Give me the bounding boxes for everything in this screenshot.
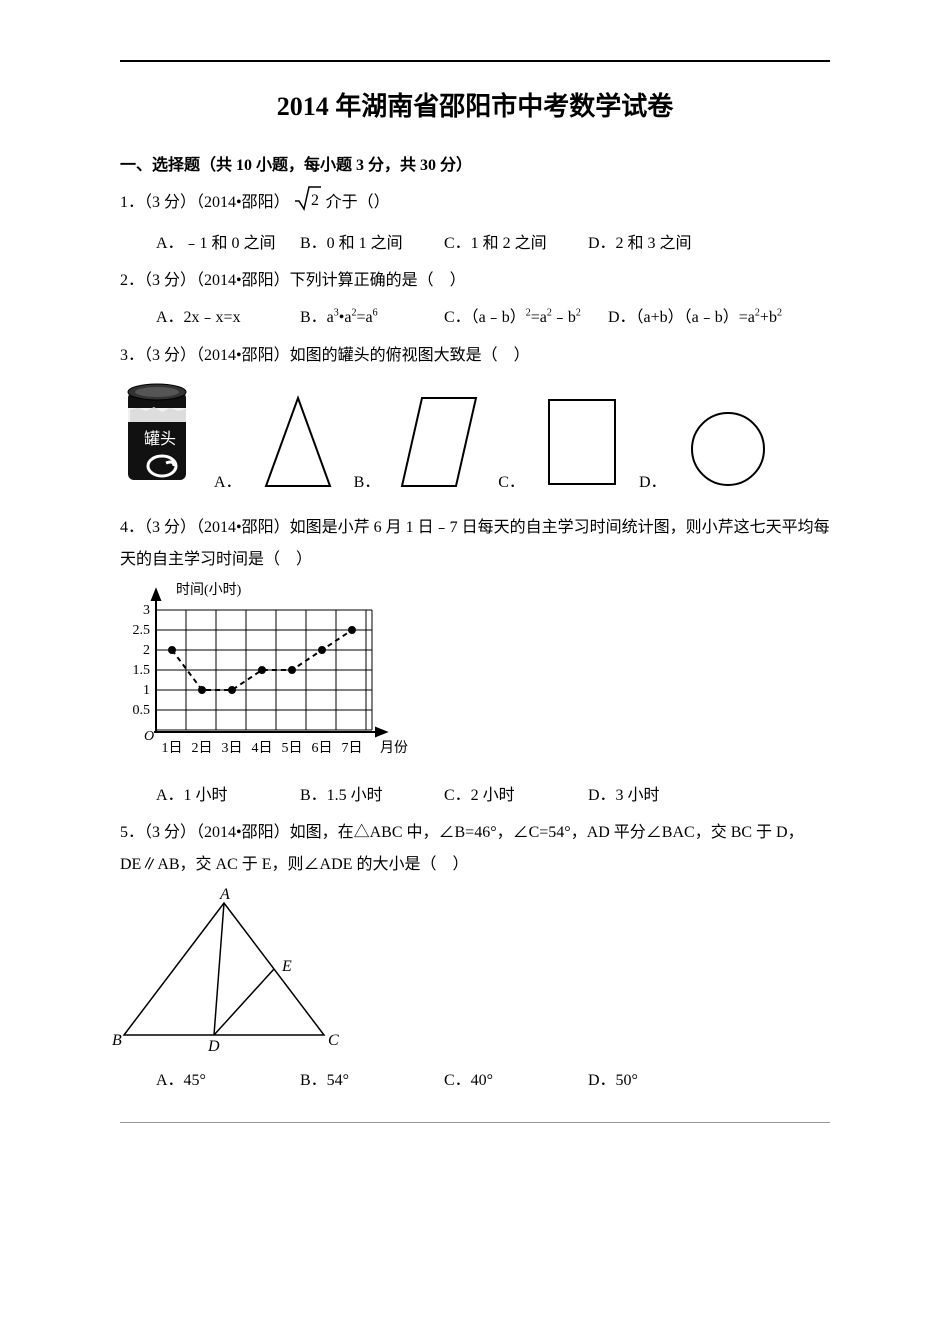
q5-choice-d: D．50° (588, 1066, 728, 1096)
q2-stem: 2．（3 分）（2014•邵阳）下列计算正确的是（ ） (120, 265, 830, 297)
q1-choice-b: B．0 和 1 之间 (300, 229, 440, 259)
q2-choice-b: B．a3•a2=a6 (300, 303, 440, 333)
sqrt-val: 2 (311, 192, 319, 209)
q4-ylabel: 时间(小时) (176, 582, 242, 598)
q3-figures: 罐头 A． B． C． D． (120, 380, 830, 492)
svg-text:3: 3 (143, 603, 150, 618)
svg-text:E: E (281, 958, 292, 975)
q4-choices: A．1 小时 B．1.5 小时 C．2 小时 D．3 小时 (156, 781, 830, 811)
svg-text:2.5: 2.5 (133, 623, 151, 638)
q5-choice-c: C．40° (444, 1066, 584, 1096)
q1-choices: A．﹣1 和 0 之间 B．0 和 1 之间 C．1 和 2 之间 D．2 和 … (156, 229, 830, 259)
q1-choice-c: C．1 和 2 之间 (444, 229, 584, 259)
svg-text:C: C (328, 1032, 339, 1049)
paper-title: 2014 年湖南省邵阳市中考数学试卷 (120, 86, 830, 123)
q3-a-label: A． (214, 468, 242, 492)
q4-origin: O (144, 729, 154, 744)
square-icon (543, 392, 621, 492)
svg-text:B: B (112, 1032, 122, 1049)
q4-xlabel: 月份 (380, 740, 408, 756)
q1-choice-d: D．2 和 3 之间 (588, 229, 728, 259)
q2-choice-d: D．（a+b）（a﹣b）=a2+b2 (608, 303, 782, 333)
exam-page: 2014 年湖南省邵阳市中考数学试卷 一、选择题（共 10 小题，每小题 3 分… (0, 0, 950, 1143)
q4-choice-c: C．2 小时 (444, 781, 584, 811)
q4-chart: 时间(小时) 3 2.5 2 1.5 1 0.5 O 1日 2日 3日 4日 5… (120, 580, 830, 775)
q5-choice-a: A．45° (156, 1066, 296, 1096)
svg-text:1: 1 (143, 683, 150, 698)
svg-text:D: D (207, 1038, 220, 1055)
svg-text:6日: 6日 (312, 741, 333, 756)
q2-choice-a: A．2x﹣x=x (156, 303, 296, 333)
svg-text:2日: 2日 (192, 741, 213, 756)
q5-stem: 5．（3 分）（2014•邵阳）如图，在△ABC 中，∠B=46°，∠C=54°… (120, 817, 830, 881)
q5-choice-b: B．54° (300, 1066, 440, 1096)
q5-figure: A B C D E (104, 885, 830, 1060)
q2-choice-c: C．（a﹣b）2=a2﹣b2 (444, 303, 604, 333)
q3-b-label: B． (354, 468, 381, 492)
q4-stem: 4．（3 分）（2014•邵阳）如图是小芹 6 月 1 日﹣7 日每天的自主学习… (120, 512, 830, 576)
top-rule (120, 60, 830, 62)
svg-text:4日: 4日 (252, 741, 273, 756)
q4-choice-d: D．3 小时 (588, 781, 728, 811)
q4-choice-a: A．1 小时 (156, 781, 296, 811)
svg-text:1日: 1日 (162, 741, 183, 756)
triangle-icon (260, 392, 336, 492)
q3-c-label: C． (498, 468, 525, 492)
svg-text:0.5: 0.5 (133, 703, 151, 718)
q1-stem-prefix: 1．（3 分）（2014•邵阳） (120, 194, 290, 211)
svg-text:A: A (219, 886, 230, 903)
svg-text:5日: 5日 (282, 741, 303, 756)
q1-stem: 1．（3 分）（2014•邵阳） 2 介于（） (120, 185, 830, 223)
q3-stem: 3．（3 分）（2014•邵阳）如图的罐头的俯视图大致是（ ） (120, 340, 830, 372)
bottom-rule (120, 1122, 830, 1123)
circle-icon (685, 406, 771, 492)
section-1-heading: 一、选择题（共 10 小题，每小题 3 分，共 30 分） (120, 151, 830, 175)
q3-d-label: D． (639, 468, 667, 492)
parallelogram-icon (398, 392, 480, 492)
q4-choice-b: B．1.5 小时 (300, 781, 440, 811)
svg-text:3日: 3日 (222, 741, 243, 756)
svg-text:罐头: 罐头 (144, 430, 176, 448)
q1-stem-suffix: 介于（） (326, 194, 390, 211)
can-icon: 罐头 (120, 380, 196, 492)
svg-text:2: 2 (143, 643, 150, 658)
q5-choices: A．45° B．54° C．40° D．50° (156, 1066, 830, 1096)
q2-choices: A．2x﹣x=x B．a3•a2=a6 C．（a﹣b）2=a2﹣b2 D．（a+… (156, 303, 830, 333)
svg-text:1.5: 1.5 (133, 663, 151, 678)
svg-text:7日: 7日 (342, 741, 363, 756)
q1-choice-a: A．﹣1 和 0 之间 (156, 229, 296, 259)
sqrt-icon: 2 (294, 185, 322, 223)
